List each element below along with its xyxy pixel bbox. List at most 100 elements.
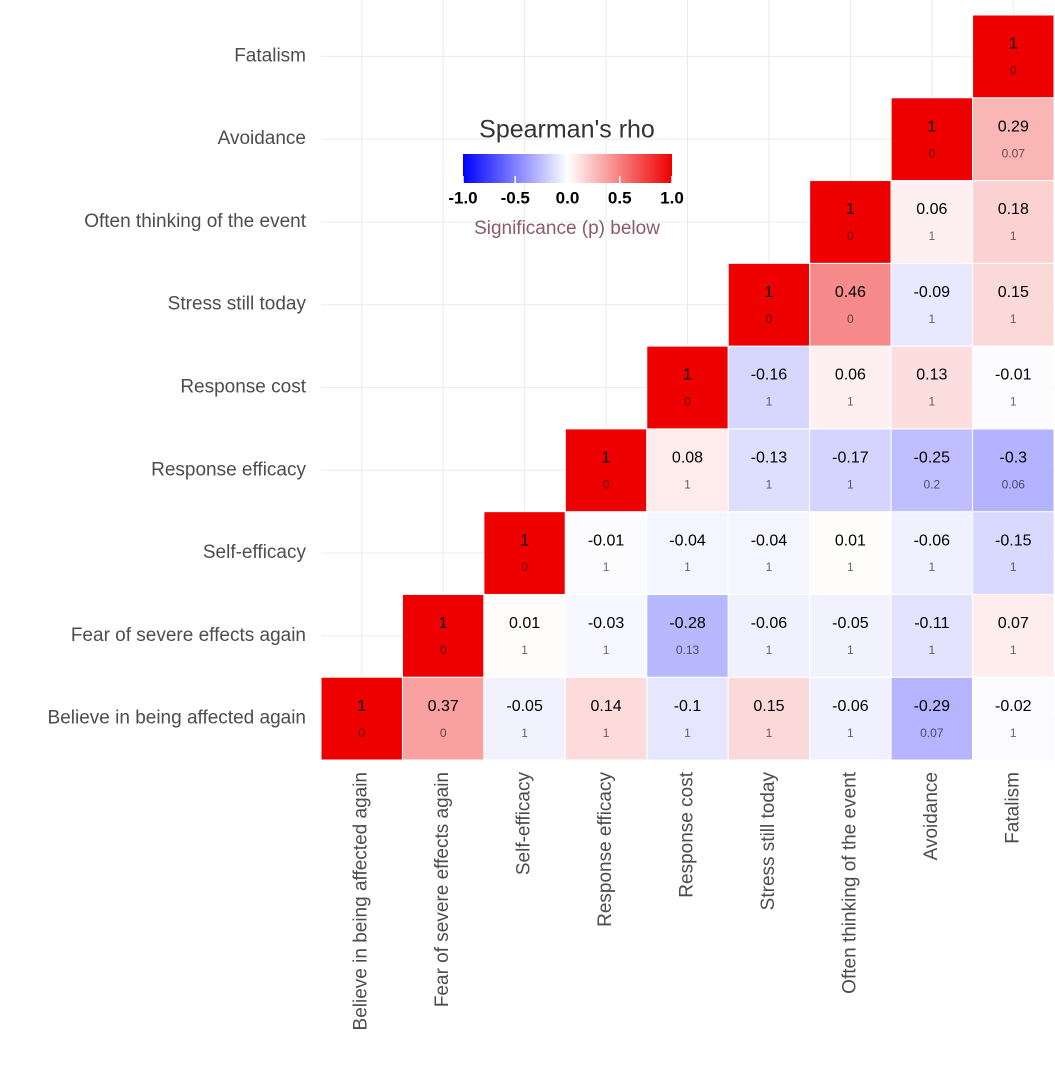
heatmap-cell (809, 428, 892, 513)
rho-label: 0.07 (998, 615, 1029, 632)
y-tick-label: Fear of severe effects again (71, 625, 306, 646)
heatmap-cell (809, 593, 892, 678)
rho-label: -0.1 (674, 698, 702, 715)
x-tick-label: Fatalism (1002, 772, 1023, 844)
rho-label: 1 (1009, 36, 1018, 53)
heatmap-cell (972, 428, 1055, 513)
rho-label: -0.05 (506, 698, 543, 715)
heatmap-cell (890, 676, 974, 761)
rho-label: 0.01 (509, 615, 540, 632)
p-label: 1 (1010, 726, 1017, 740)
p-label: 1 (684, 477, 691, 491)
rho-label: -0.05 (832, 615, 869, 632)
p-label: 1 (766, 726, 773, 740)
heatmap-cell (727, 428, 811, 513)
p-label: 1 (847, 643, 854, 657)
rho-label: -0.25 (914, 449, 951, 466)
x-tick-label: Self-efficacy (514, 772, 535, 876)
heatmap-cell (727, 345, 811, 430)
p-label: 1 (847, 560, 854, 574)
p-label: 1 (603, 643, 610, 657)
heatmap-cell (809, 180, 892, 264)
colorbar-tick-label: -1.0 (448, 188, 477, 207)
p-label: 0 (1010, 64, 1017, 78)
p-label: 1 (521, 726, 528, 740)
heatmap-cell (727, 262, 811, 347)
p-label: 1 (603, 726, 610, 740)
x-tick-label: Avoidance (921, 772, 942, 860)
heatmap-cell (727, 511, 811, 595)
p-label: 1 (1010, 560, 1017, 574)
p-label: 0 (521, 560, 528, 574)
p-label: 1 (928, 312, 935, 326)
heatmap-cell (727, 676, 811, 761)
heatmap-cell (646, 593, 729, 678)
heatmap-cell (320, 676, 403, 761)
heatmap-cell (972, 676, 1055, 761)
p-label: 0 (440, 726, 447, 740)
rho-label: 1 (927, 118, 936, 135)
p-label: 0.07 (920, 726, 944, 740)
heatmap-cell (890, 97, 974, 182)
rho-label: 0.15 (998, 284, 1029, 301)
heatmap-cell (809, 511, 892, 595)
rho-label: 1 (520, 532, 529, 549)
legend-subtitle: Significance (p) below (474, 218, 660, 239)
rho-label: 0.18 (998, 201, 1029, 218)
y-tick-label: Response efficacy (151, 459, 306, 480)
heatmap-cell (890, 428, 974, 513)
rho-label: -0.3 (999, 449, 1027, 466)
heatmap-cell (646, 428, 729, 513)
p-label: 0 (603, 477, 610, 491)
rho-label: -0.28 (669, 615, 706, 632)
heatmap-cell (972, 180, 1055, 264)
heatmap-cell (972, 511, 1055, 595)
x-tick-label: Believe in being affected again (351, 772, 372, 1030)
p-label: 1 (928, 560, 935, 574)
heatmap-cell (809, 676, 892, 761)
heatmap-cell (809, 345, 892, 430)
heatmap-cell (727, 593, 811, 678)
p-label: 0 (358, 726, 365, 740)
rho-label: -0.29 (914, 698, 951, 715)
rho-label: 1 (683, 367, 692, 384)
p-label: 1 (766, 477, 773, 491)
p-label: 0.06 (1002, 477, 1026, 491)
heatmap-cell (564, 428, 648, 513)
rho-label: -0.03 (588, 615, 625, 632)
p-label: 1 (521, 643, 528, 657)
p-label: 1 (766, 560, 773, 574)
y-tick-label: Stress still today (168, 294, 307, 315)
p-label: 0 (684, 395, 691, 409)
heatmap-cell (483, 676, 566, 761)
p-label: 1 (1010, 395, 1017, 409)
rho-label: 1 (764, 284, 773, 301)
rho-label: -0.06 (751, 615, 788, 632)
heatmap-cell (483, 511, 566, 595)
p-label: 0 (847, 312, 854, 326)
heatmap-cell (564, 593, 648, 678)
x-tick-label: Stress still today (758, 772, 779, 911)
rho-label: 0.06 (835, 367, 866, 384)
rho-label: -0.01 (588, 532, 625, 549)
heatmap-cell (646, 345, 729, 430)
heatmap-cell (646, 511, 729, 595)
rho-label: 0.46 (835, 284, 866, 301)
p-label: 1 (847, 395, 854, 409)
rho-label: 1 (846, 201, 855, 218)
heatmap-cell (564, 676, 648, 761)
rho-label: 1 (439, 615, 448, 632)
rho-label: 0.14 (590, 698, 621, 715)
p-label: 0.13 (676, 643, 700, 657)
heatmap-cell (972, 14, 1055, 99)
p-label: 0 (766, 312, 773, 326)
heatmap-cell (972, 345, 1055, 430)
heatmap-cell (972, 97, 1055, 182)
p-label: 1 (1010, 643, 1017, 657)
rho-label: 1 (602, 449, 611, 466)
rho-label: 0.08 (672, 449, 703, 466)
p-label: 0 (440, 643, 447, 657)
heatmap-cell (646, 676, 729, 761)
p-label: 1 (766, 395, 773, 409)
rho-label: 0.15 (753, 698, 784, 715)
